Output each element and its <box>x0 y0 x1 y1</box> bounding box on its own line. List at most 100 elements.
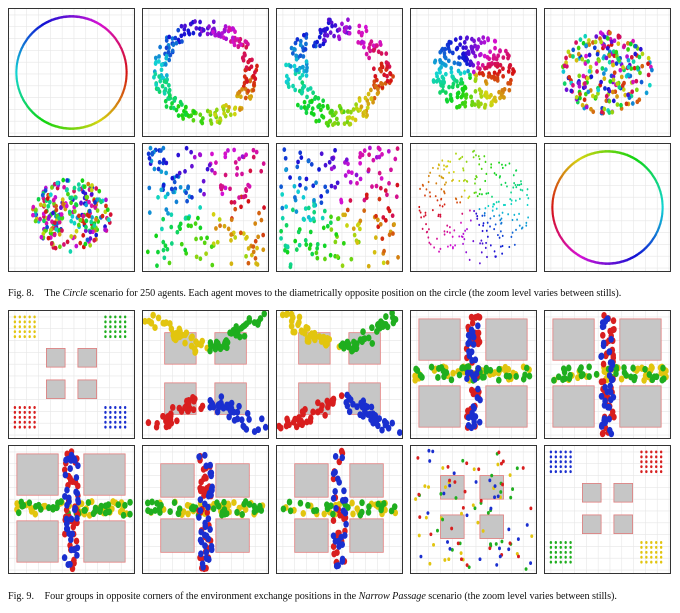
agent-dot <box>123 425 127 429</box>
agent-dot <box>491 195 493 198</box>
agent-dot <box>186 223 191 228</box>
agent-dot <box>122 501 128 509</box>
agent-dot <box>170 48 175 54</box>
agent-dot <box>119 330 122 334</box>
agent-dot <box>443 203 446 206</box>
agent-dot <box>559 450 562 454</box>
agent-dot <box>64 450 70 458</box>
agent-dot <box>447 245 449 248</box>
agent-dot <box>220 191 225 197</box>
obstacle-box <box>619 318 662 361</box>
agent-dot <box>161 239 166 245</box>
agent-dot <box>454 79 459 84</box>
agent-dot <box>13 325 17 329</box>
agent-dot <box>418 209 421 212</box>
agent-dot <box>549 465 553 469</box>
agent-dot <box>85 194 90 200</box>
agent-dot <box>154 499 160 507</box>
agent-dot <box>18 420 22 424</box>
agent-dot <box>172 179 177 185</box>
agent-dot <box>466 228 468 231</box>
agent-dot <box>381 260 386 266</box>
agent-dot <box>507 213 510 216</box>
agent-dot <box>366 263 371 269</box>
agent-dot <box>559 560 562 564</box>
agent-dot <box>18 320 22 324</box>
agent-dot <box>354 106 359 111</box>
agent-dot <box>461 45 466 51</box>
agent-dot <box>304 41 308 47</box>
agent-dot <box>103 227 107 233</box>
agent-dot <box>152 166 157 172</box>
agent-dot <box>349 256 354 262</box>
agent-dot <box>560 365 567 373</box>
agent-dot <box>358 160 363 166</box>
agent-dot <box>441 373 447 381</box>
agent-dot <box>490 166 493 169</box>
agent-dot <box>59 212 64 217</box>
agent-dot <box>210 151 214 157</box>
agent-dot <box>633 43 638 49</box>
agent-dot <box>566 375 573 382</box>
agent-dot <box>109 335 112 339</box>
agent-dot <box>447 39 452 45</box>
agent-dot <box>587 38 591 43</box>
agent-dot <box>162 79 167 84</box>
agent-dot <box>223 154 228 160</box>
agent-dot <box>569 470 572 474</box>
agent-dot <box>365 105 370 111</box>
agent-dot <box>452 60 457 66</box>
agent-dot <box>325 33 330 38</box>
agent-dot <box>376 86 380 92</box>
agent-dot <box>298 417 304 425</box>
agent-dot <box>655 540 658 544</box>
agent-dot <box>420 216 423 219</box>
agent-dot <box>456 61 460 66</box>
agent-dot <box>328 17 332 23</box>
agent-dot <box>388 71 392 76</box>
obstacle-box <box>16 453 59 496</box>
agent-dot <box>214 226 218 231</box>
agent-dot <box>336 216 341 221</box>
agent-dot <box>175 229 180 235</box>
agent-dot <box>445 165 448 168</box>
agent-dot <box>659 560 663 564</box>
agent-dot <box>584 104 589 110</box>
agent-dot <box>171 499 178 506</box>
agent-dot <box>255 426 262 434</box>
agent-dot <box>659 550 663 554</box>
agent-dot <box>62 242 66 247</box>
agent-dot <box>499 245 502 248</box>
agent-dot <box>438 174 441 177</box>
agent-dot <box>28 415 31 419</box>
agent-dot <box>450 74 455 79</box>
agent-dot <box>429 243 432 246</box>
agent-dot <box>640 450 643 454</box>
agent-dot <box>482 39 487 45</box>
agent-dot <box>74 489 81 497</box>
agent-dot <box>554 560 558 564</box>
agent-dot <box>127 510 133 518</box>
agent-dot <box>284 73 289 79</box>
agent-dot <box>18 325 22 329</box>
agent-dot <box>64 203 69 209</box>
agent-dot <box>598 353 604 361</box>
agent-dot <box>74 228 79 234</box>
agent-dot <box>354 172 359 178</box>
agent-dot <box>204 484 210 492</box>
agent-dot <box>378 185 383 191</box>
agent-dot <box>336 478 342 486</box>
agent-dot <box>378 506 384 514</box>
agent-dot <box>473 89 478 94</box>
agent-dot <box>156 86 161 92</box>
agent-dot <box>350 115 355 121</box>
agent-dot <box>179 23 184 29</box>
agent-dot <box>104 415 107 419</box>
agent-dot <box>311 329 318 337</box>
agent-dot <box>659 460 663 464</box>
agent-dot <box>507 53 511 59</box>
agent-dot <box>64 486 70 494</box>
agent-dot <box>233 331 239 339</box>
agent-dot <box>239 510 245 518</box>
agent-dot <box>526 193 528 197</box>
